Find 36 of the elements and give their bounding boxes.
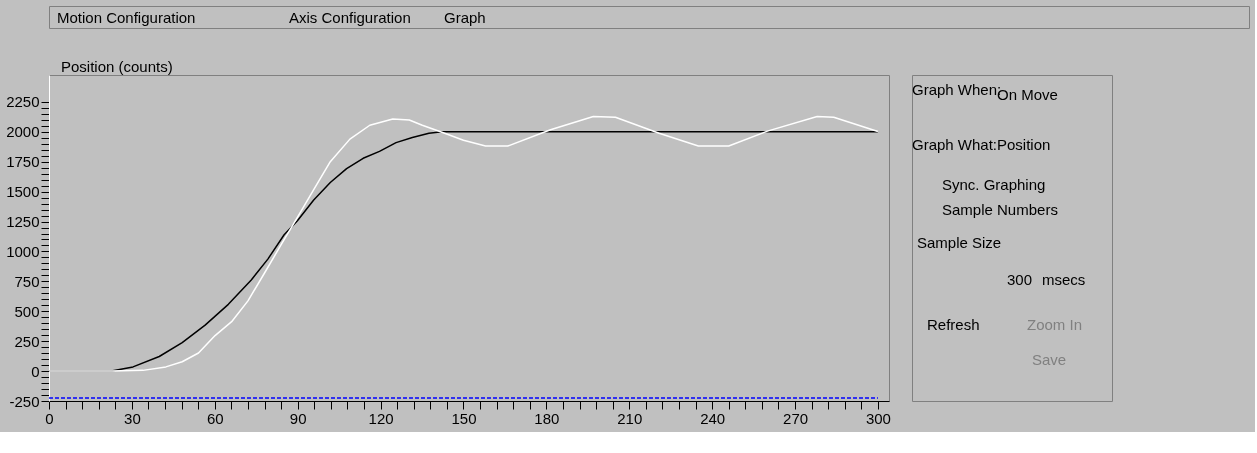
text: Save (1032, 351, 1067, 368)
text: msecs (1042, 271, 1086, 288)
x-tick-label: 270 (783, 409, 809, 427)
y-tick-label: 500 (14, 302, 40, 320)
y-tick-label: 2000 (6, 123, 40, 141)
text: Refresh (927, 316, 980, 333)
x-tick-label: 150 (451, 409, 477, 427)
y-tick-label: -250 (9, 392, 40, 410)
text: Position (997, 136, 1051, 153)
text: Motion Configuration (57, 9, 196, 26)
x-tick-label: 210 (617, 409, 643, 427)
y-axis-title: Position (counts) (61, 58, 173, 75)
text: 300 (1006, 271, 1032, 288)
y-tick-label: 1250 (6, 213, 40, 231)
text: Sync. Graphing (942, 176, 1046, 193)
y-tick-label: 1750 (6, 153, 40, 171)
text: Sample Numbers (942, 201, 1058, 218)
text: Axis Configuration (289, 9, 411, 26)
x-tick-label: 0 (45, 409, 54, 427)
text: Graph (444, 9, 486, 26)
text: Zoom In (1027, 316, 1083, 333)
x-tick-label: 60 (206, 409, 224, 427)
y-tick-label: 1500 (6, 183, 40, 201)
y-tick-label: 1000 (6, 242, 40, 260)
text: Sample Size (917, 234, 1002, 251)
y-tick-label: 250 (14, 332, 40, 350)
x-tick-label: 30 (124, 409, 141, 427)
y-tick-label: 0 (31, 362, 40, 380)
y-tick-label: 750 (14, 272, 40, 290)
text: Graph What: (912, 136, 998, 153)
x-tick-label: 300 (865, 409, 891, 427)
x-tick-label: 180 (534, 409, 560, 427)
y-tick-label: 2250 (6, 93, 40, 111)
x-tick-label: 240 (700, 409, 726, 427)
x-tick-label: 120 (368, 409, 394, 427)
x-tick-label: 90 (289, 409, 307, 427)
